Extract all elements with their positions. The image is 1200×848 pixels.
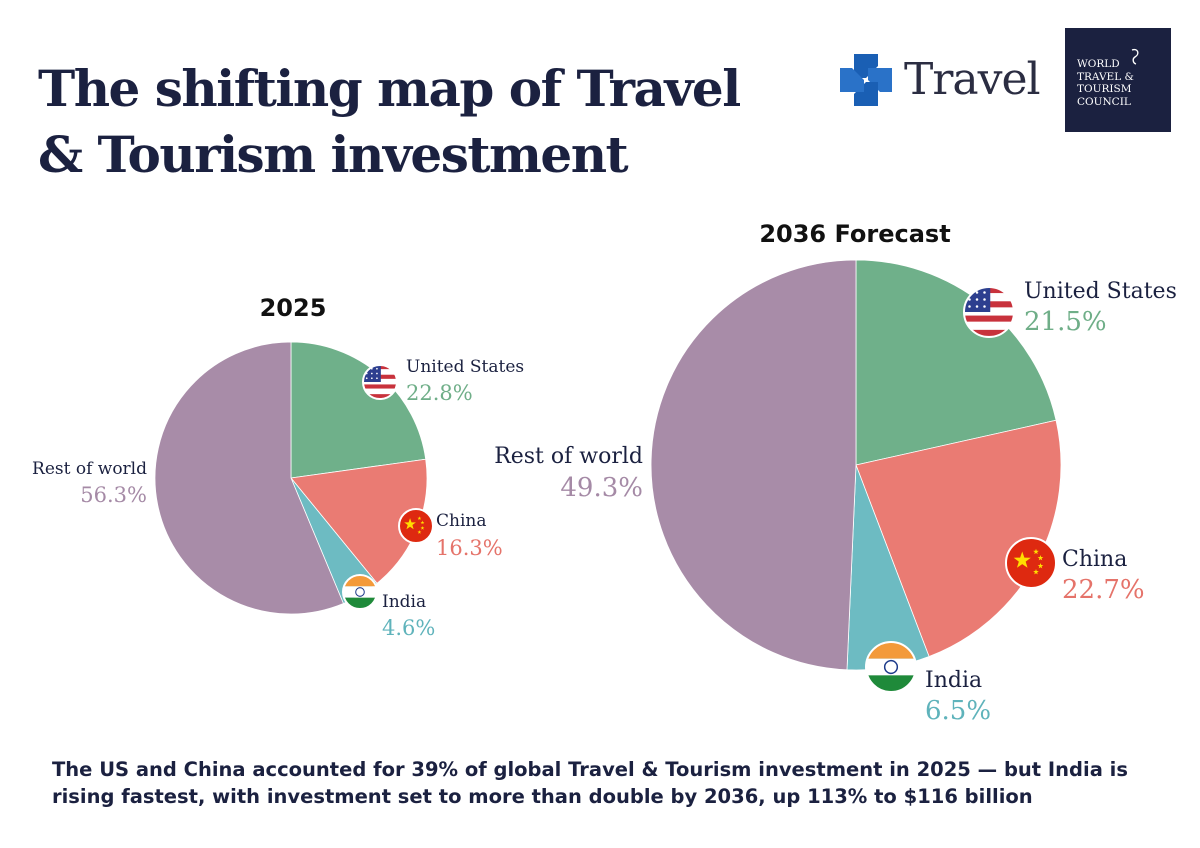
slice-label: India [382,592,426,612]
slice-label: United States [406,357,524,377]
chase-travel-logo: Travel [838,52,1041,108]
us-flag-icon [362,364,398,400]
wttc-swirl-icon [1131,48,1139,65]
slice-label: China [436,511,486,531]
slice-value: 16.3% [436,536,503,560]
china-flag-icon [398,508,434,544]
slice-label: China [1062,547,1127,572]
slice-value: 49.3% [560,473,643,503]
slice-label: United States [1024,279,1177,304]
chase-octagon-icon [840,54,892,106]
slice-value: 4.6% [382,616,435,640]
chart-title-2036: 2036 Forecast [759,220,951,248]
slice-value: 56.3% [80,483,147,507]
pie-2025 [154,341,428,615]
wttc-logo: WORLD TRAVEL & TOURISM COUNCIL [1065,28,1171,132]
slice-label: India [925,668,982,693]
wttc-line: COUNCIL [1077,95,1131,108]
slice-label: Rest of world [32,459,147,479]
chase-travel-wordmark: Travel [904,54,1041,105]
pie-slice [650,259,857,671]
slice-label: Rest of world [494,444,643,469]
slice-value: 21.5% [1024,307,1107,337]
slice-value: 22.7% [1062,575,1145,605]
pie-2036 [650,259,1062,671]
wttc-line: TRAVEL & [1077,70,1134,83]
wttc-line: WORLD [1077,58,1120,70]
slice-value: 6.5% [925,696,991,726]
footer-caption: The US and China accounted for 39% of gl… [52,758,1128,808]
india-flag-icon [865,641,917,693]
pie-slice [154,341,344,615]
slice-value: 22.8% [406,381,473,405]
page-title: The shifting map of Travel & Tourism inv… [38,59,741,184]
wttc-line: TOURISM [1077,83,1132,95]
india-flag-icon [342,574,378,610]
china-flag-icon [1005,537,1057,589]
chart-title-2025: 2025 [259,294,327,322]
us-flag-icon [963,286,1015,338]
